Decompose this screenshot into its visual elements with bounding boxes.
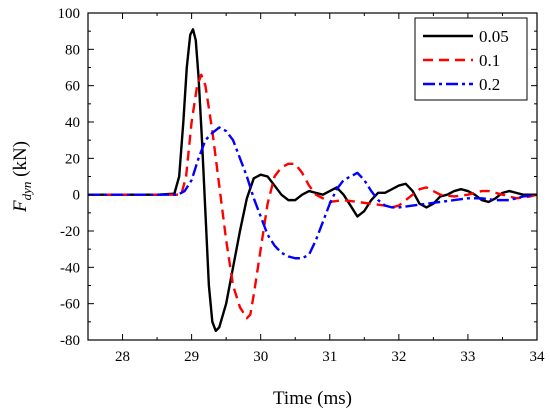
legend: 0.05 0.1 0.2 [414,17,528,101]
series-layer [88,28,538,333]
y-axis-title-unit: (kN) [10,141,31,182]
y-axis-title: Fdyn (kN) [10,141,34,213]
series-line-1 [88,28,537,333]
y-tick-label: 20 [65,151,80,167]
x-tick-label: 33 [460,349,475,365]
x-tick-label: 30 [253,349,268,365]
series-line-2 [88,73,538,320]
x-tick-label: 29 [184,349,199,365]
x-tick-label: 34 [530,349,546,365]
y-tick-label: 40 [65,115,80,131]
y-tick-label: -20 [60,224,80,240]
legend-label: 0.05 [479,27,509,46]
y-tick-label: 60 [65,79,80,95]
y-tick-label: 100 [58,6,81,22]
y-tick-label: -80 [60,333,80,349]
y-axis-title-sub: dyn [19,182,34,201]
tick-layer [87,12,538,341]
series-line-3 [88,126,538,260]
y-tick-label: 0 [73,188,81,204]
y-tick-label: -60 [60,297,80,313]
x-tick-label: 32 [391,349,406,365]
y-tick-label: -40 [60,260,80,276]
x-tick-label: 28 [115,349,130,365]
y-axis-title-main: F [10,200,31,213]
x-axis-title: Time (ms) [273,388,352,409]
legend-label: 0.2 [479,75,500,94]
label-layer: 28 29 30 31 32 33 34 -80 -60 -40 -20 0 20 40 60 80 100 [58,6,546,365]
y-tick-label: 80 [65,42,80,58]
legend-label: 0.1 [479,51,500,70]
x-tick-label: 31 [322,349,337,365]
